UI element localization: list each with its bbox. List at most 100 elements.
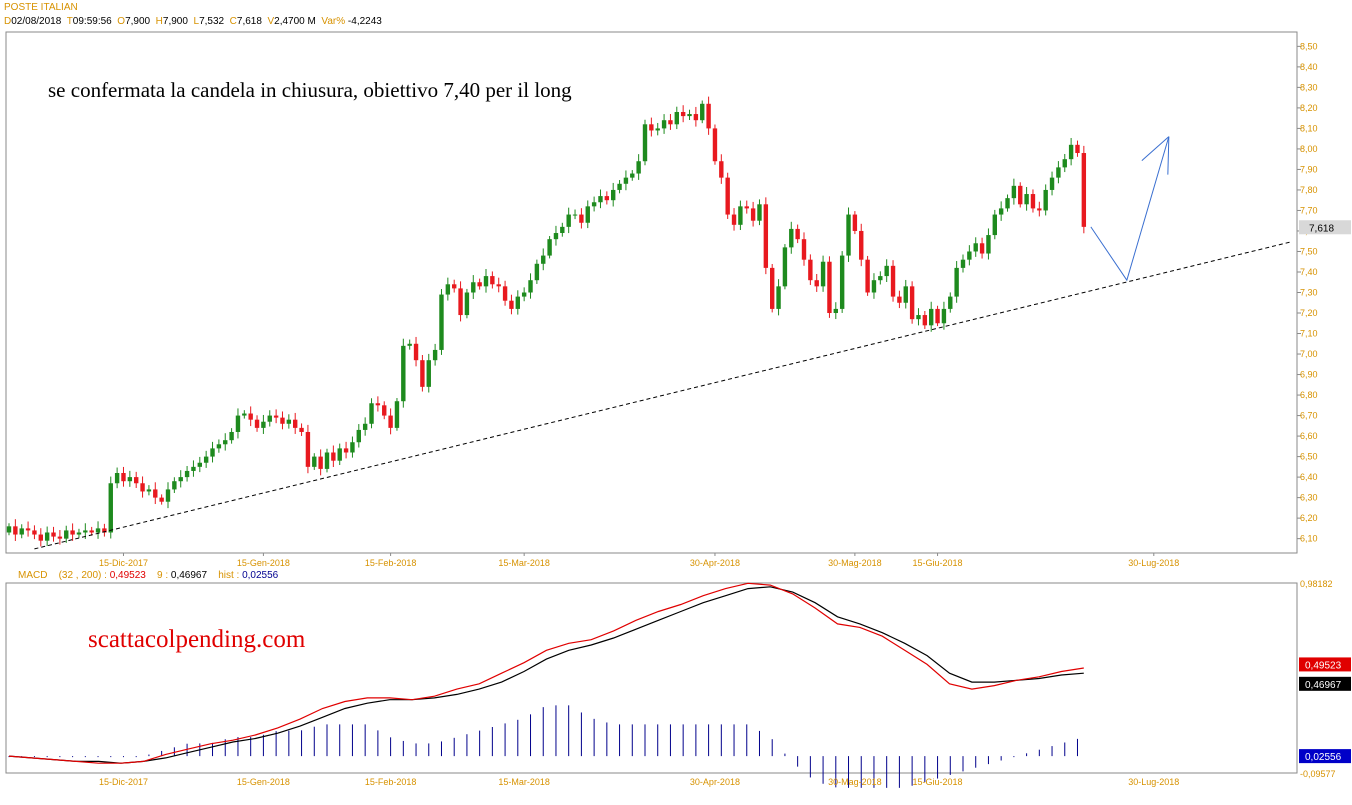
- candle-body: [452, 284, 457, 289]
- macd-line: [8, 582, 1084, 764]
- candle-body: [490, 276, 495, 285]
- candle-body: [1030, 194, 1036, 209]
- candle-body: [1011, 185, 1017, 199]
- high-value: 7,900: [162, 16, 188, 27]
- support-trendline: [34, 241, 1293, 550]
- last-price-label: 7,618: [1309, 223, 1334, 234]
- macd-label: MACD: [18, 570, 48, 581]
- date-label: D: [4, 16, 12, 27]
- candle-body: [471, 282, 476, 293]
- candle-body: [903, 286, 908, 303]
- y-tick-label: 8,30: [1300, 82, 1318, 92]
- hist-value-tag-label: 0,02556: [1305, 752, 1342, 763]
- candle-body: [839, 255, 845, 309]
- y-tick-label: 6,20: [1300, 513, 1318, 523]
- macd-params: (32 , 200) :: [58, 570, 107, 581]
- x-tick-label: 30-Apr-2018: [690, 558, 740, 568]
- candle-body: [127, 477, 133, 482]
- y-tick-label: 8,10: [1300, 123, 1318, 133]
- candle-body: [178, 477, 183, 482]
- macd-header: MACD (32 , 200) : 0,49523 9 : 0,46967 hi…: [18, 570, 278, 581]
- candle-body: [184, 470, 190, 478]
- macd-bottom-label: -0,09577: [1300, 769, 1336, 779]
- candle-body: [553, 233, 559, 240]
- candle-body: [789, 228, 794, 248]
- candle-body: [1024, 194, 1029, 205]
- candle-body: [897, 296, 902, 303]
- candle-body: [674, 111, 679, 125]
- candle-body: [458, 288, 463, 316]
- y-tick-label: 7,70: [1300, 205, 1318, 215]
- macd-value: 0,49523: [109, 570, 146, 581]
- candle-body: [661, 120, 667, 129]
- candle-body: [598, 196, 603, 203]
- candle-body: [611, 189, 616, 201]
- candle-body: [528, 280, 533, 293]
- candle-body: [280, 417, 285, 424]
- candle-body: [38, 534, 43, 541]
- y-tick-label: 7,90: [1300, 164, 1318, 174]
- macd-x-tick-label: 30-Lug-2018: [1128, 777, 1179, 787]
- y-tick-label: 6,40: [1300, 472, 1318, 482]
- candle-body: [464, 292, 470, 316]
- candle-body: [750, 208, 756, 221]
- candle-body: [884, 265, 889, 277]
- candle-body: [871, 280, 877, 293]
- y-tick-label: 7,20: [1300, 308, 1318, 318]
- y-tick-label: 8,40: [1300, 62, 1318, 72]
- candle-body: [496, 284, 501, 287]
- candle-body: [420, 360, 425, 387]
- volume-value: 2,4700 M: [274, 16, 316, 27]
- histogram-group: [8, 705, 1078, 788]
- candle-body: [808, 259, 813, 281]
- macd-x-tick-label: 15-Gen-2018: [237, 777, 290, 787]
- hist-value-tag: [1299, 749, 1351, 764]
- macd-x-tick-label: 15-Mar-2018: [498, 777, 550, 787]
- candle-body: [521, 292, 527, 297]
- candle-body: [865, 259, 870, 293]
- candle-body: [153, 489, 158, 498]
- x-tick-label: 15-Mar-2018: [498, 558, 550, 568]
- y-tick-label: 7,50: [1300, 246, 1318, 256]
- candle-body: [547, 239, 552, 256]
- x-tick-label: 15-Feb-2018: [365, 558, 417, 568]
- y-tick-label: 6,10: [1300, 534, 1318, 544]
- macd-x-tick-label: 15-Feb-2018: [365, 777, 417, 787]
- close-label: C: [229, 16, 237, 27]
- x-tick-label: 30-Lug-2018: [1128, 558, 1179, 568]
- date-value: 02/08/2018: [11, 16, 62, 27]
- candle-body: [261, 421, 266, 428]
- candle-body: [267, 415, 272, 422]
- candle-body: [776, 286, 781, 309]
- candle-body: [76, 532, 82, 535]
- macd-x-tick-label: 30-Mag-2018: [828, 777, 882, 787]
- candle-body: [998, 208, 1004, 215]
- candle-body: [820, 261, 826, 287]
- candle-body: [725, 177, 730, 215]
- y-tick-label: 7,30: [1300, 288, 1318, 298]
- candle-body: [70, 530, 75, 535]
- candle-body: [636, 161, 641, 174]
- candle-body: [445, 284, 451, 295]
- candle-body: [929, 308, 934, 326]
- hist-value: 0,02556: [242, 570, 279, 581]
- candle-body: [165, 489, 171, 502]
- candle-body: [299, 427, 304, 432]
- candle-body: [248, 413, 253, 420]
- projection-arrowhead-left: [1141, 136, 1170, 161]
- candle-body: [1049, 177, 1055, 190]
- candle-body: [426, 360, 431, 387]
- candle-body: [242, 413, 247, 416]
- candle-body: [890, 265, 896, 297]
- signal-value-tag-label: 0,46967: [1305, 680, 1342, 691]
- y-tick-label: 7,80: [1300, 185, 1318, 195]
- candle-body: [700, 103, 705, 121]
- time-label: T: [66, 16, 73, 27]
- y-tick-label: 7,00: [1300, 349, 1318, 359]
- candle-body: [235, 415, 241, 432]
- y-tick-label: 6,60: [1300, 431, 1318, 441]
- candle-body: [916, 315, 921, 320]
- candle-body: [25, 528, 31, 531]
- candle-body: [324, 452, 330, 469]
- candle-body: [693, 114, 699, 121]
